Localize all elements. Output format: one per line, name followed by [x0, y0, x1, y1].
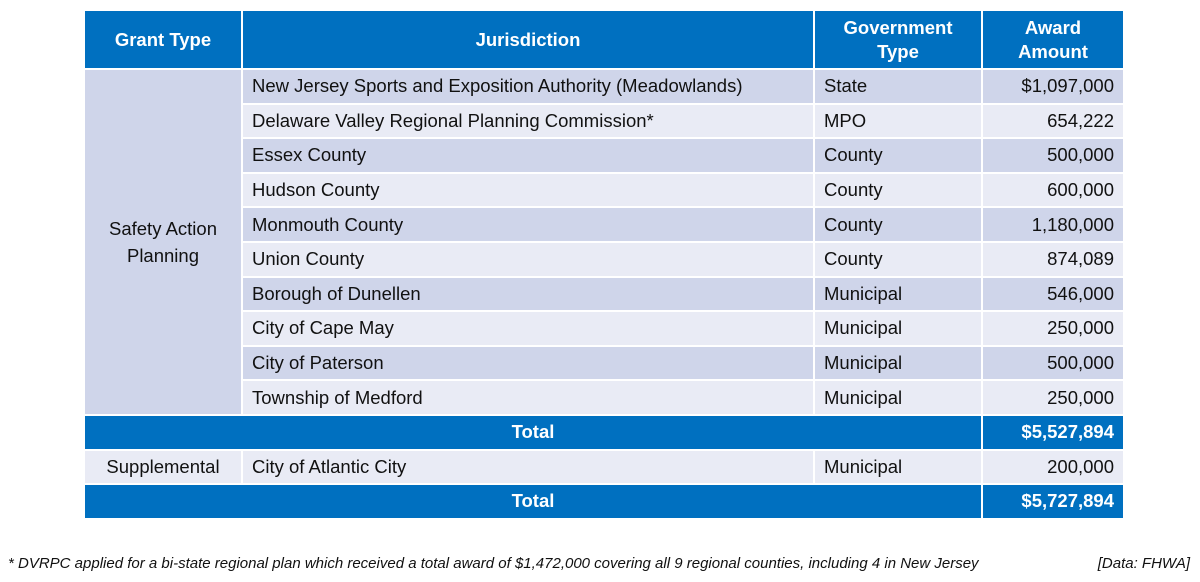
header-government-type: Government Type — [813, 9, 983, 70]
grant-type-cell: Supplemental — [83, 448, 243, 486]
header-row: Grant Type Jurisdiction Government Type … — [83, 9, 1125, 70]
header-grant-type: Grant Type — [83, 9, 243, 70]
government-type-cell: Municipal — [813, 344, 983, 382]
total-label: Total — [83, 483, 983, 520]
government-type-cell: MPO — [813, 102, 983, 140]
jurisdiction-cell: City of Paterson — [241, 344, 815, 382]
total-row: Total $5,527,894 — [83, 413, 1125, 451]
jurisdiction-cell: Borough of Dunellen — [241, 275, 815, 313]
award-amount-cell: 654,222 — [981, 102, 1125, 140]
government-type-cell: County — [813, 137, 983, 174]
award-amount-cell: 874,089 — [981, 240, 1125, 278]
jurisdiction-cell: Monmouth County — [241, 206, 815, 243]
government-type-cell: State — [813, 68, 983, 105]
jurisdiction-cell: City of Atlantic City — [241, 448, 815, 486]
award-amount-cell: 546,000 — [981, 275, 1125, 313]
government-type-cell: County — [813, 240, 983, 278]
government-type-cell: Municipal — [813, 275, 983, 313]
jurisdiction-cell: City of Cape May — [241, 310, 815, 347]
government-type-cell: County — [813, 171, 983, 209]
government-type-cell: Municipal — [813, 448, 983, 486]
award-amount-cell: 1,180,000 — [981, 206, 1125, 243]
award-amount-cell: 250,000 — [981, 310, 1125, 347]
total-amount: $5,527,894 — [981, 413, 1125, 451]
total-amount: $5,727,894 — [981, 483, 1125, 520]
table-row: Union County County 874,089 — [84, 240, 1125, 278]
award-amount-cell: $1,097,000 — [981, 68, 1125, 105]
table-row: Safety Action Planning New Jersey Sports … — [83, 68, 1125, 416]
government-type-cell: County — [813, 206, 983, 243]
grant-type-cell: Safety Action Planning — [83, 68, 243, 416]
total-row: Total $5,727,894 — [83, 483, 1125, 520]
jurisdiction-cell: Hudson County — [241, 171, 815, 209]
header-jurisdiction: Jurisdiction — [241, 9, 815, 70]
award-amount-cell: 200,000 — [981, 448, 1125, 486]
award-amount-cell: 500,000 — [981, 137, 1125, 174]
data-source: [Data: FHWA] — [1097, 555, 1190, 572]
government-type-cell: Municipal — [813, 379, 983, 416]
table-row: Delaware Valley Regional Planning Commis… — [84, 102, 1125, 140]
footnote: * DVRPC applied for a bi-state regional … — [8, 555, 979, 572]
table-row: Hudson County County 600,000 — [84, 171, 1125, 209]
award-amount-cell: 500,000 — [981, 344, 1125, 382]
jurisdiction-cell: Township of Medford — [241, 379, 815, 416]
jurisdiction-cell: Essex County — [241, 137, 815, 174]
header-award-amount: Award Amount — [981, 9, 1125, 70]
jurisdiction-cell: Union County — [241, 240, 815, 278]
grants-table: Grant Type Jurisdiction Government Type … — [83, 9, 1125, 520]
table-row: Supplemental City of Atlantic City Municip… — [83, 448, 1125, 486]
jurisdiction-cell: New Jersey Sports and Exposition Authori… — [241, 68, 815, 105]
table-row: City of Paterson Municipal 500,000 — [84, 344, 1125, 382]
total-label: Total — [83, 413, 983, 451]
government-type-cell: Municipal — [813, 310, 983, 347]
table-row: Monmouth County County 1,180,000 — [84, 206, 1125, 243]
award-amount-cell: 250,000 — [981, 379, 1125, 416]
table-row: City of Cape May Municipal 250,000 — [84, 310, 1125, 347]
award-amount-cell: 600,000 — [981, 171, 1125, 209]
table-row: Township of Medford Municipal 250,000 — [84, 379, 1125, 416]
table-row: Essex County County 500,000 — [84, 137, 1125, 174]
table-row: Borough of Dunellen Municipal 546,000 — [84, 275, 1125, 313]
jurisdiction-cell: Delaware Valley Regional Planning Commis… — [241, 102, 815, 140]
